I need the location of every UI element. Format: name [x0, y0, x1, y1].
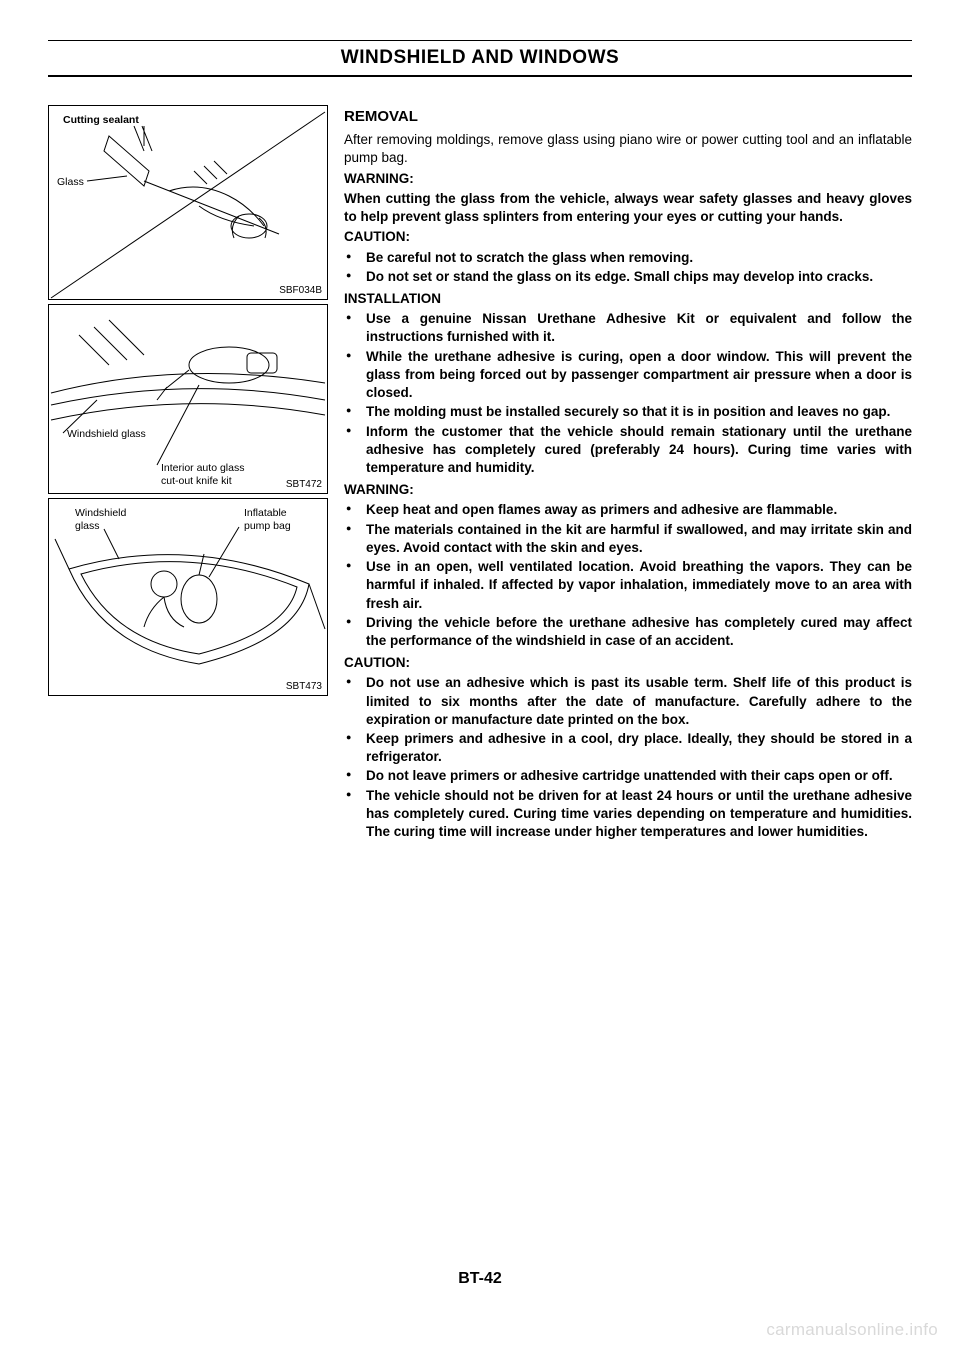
warning-text-1: When cutting the glass from the vehicle,… — [344, 190, 912, 226]
installation-list: Use a genuine Nissan Urethane Adhesive K… — [344, 310, 912, 477]
removal-heading: REMOVAL — [344, 107, 912, 127]
fig3-label-ws-l2: glass — [75, 520, 100, 532]
figure-sbt472: Windshield glass Interior auto glass cut… — [48, 304, 328, 494]
fig3-label-bag-l2: pump bag — [244, 520, 291, 532]
fig1-label-cutting: Cutting sealant — [63, 114, 139, 126]
caution-label-1: CAUTION: — [344, 228, 912, 246]
install-item: While the urethane adhesive is curing, o… — [344, 348, 912, 403]
fig3-label-bag-l1: Inflatable — [244, 507, 287, 519]
fig2-code: SBT472 — [286, 479, 322, 490]
caution1-item: Do not set or stand the glass on its edg… — [344, 268, 912, 286]
caution-label-2: CAUTION: — [344, 654, 912, 672]
warning-list-2: Keep heat and open flames away as primer… — [344, 501, 912, 650]
fig2-label-kit-l2: cut-out knife kit — [161, 475, 232, 487]
content-columns: Cutting sealant Glass — [48, 105, 912, 845]
install-item: The molding must be installed securely s… — [344, 403, 912, 421]
fig3-label-ws-l1: Windshield — [75, 507, 126, 519]
caution1-item: Be careful not to scratch the glass when… — [344, 249, 912, 267]
caut2-item: Keep primers and adhesive in a cool, dry… — [344, 730, 912, 766]
warn2-item: The materials contained in the kit are h… — [344, 521, 912, 557]
page-title: WINDSHIELD AND WINDOWS — [48, 45, 912, 75]
caution-list-2: Do not use an adhesive which is past its… — [344, 674, 912, 841]
warn2-item: Driving the vehicle before the urethane … — [344, 614, 912, 650]
fig1-code: SBF034B — [279, 285, 322, 296]
warn2-item: Use in an open, well ventilated location… — [344, 558, 912, 613]
fig1-label-glass: Glass — [57, 176, 84, 188]
caut2-item: Do not leave primers or adhesive cartrid… — [344, 767, 912, 785]
fig2-label-ws: Windshield glass — [67, 428, 146, 440]
installation-heading: INSTALLATION — [344, 290, 912, 308]
warning-label-1: WARNING: — [344, 170, 912, 188]
fig2-label-kit-l1: Interior auto glass — [161, 462, 244, 474]
page-number: BT-42 — [0, 1270, 960, 1288]
fig1-drawing — [49, 106, 327, 299]
figure-sbt473: Windshield glass Inflatable pump bag — [48, 498, 328, 696]
install-item: Use a genuine Nissan Urethane Adhesive K… — [344, 310, 912, 346]
header-rule-bottom — [48, 75, 912, 77]
header-rule-top — [48, 40, 912, 41]
install-item: Inform the customer that the vehicle sho… — [344, 423, 912, 478]
watermark: carmanualsonline.info — [766, 1320, 938, 1340]
warn2-item: Keep heat and open flames away as primer… — [344, 501, 912, 519]
text-column: REMOVAL After removing moldings, remove … — [344, 105, 912, 845]
figure-sbf034b: Cutting sealant Glass — [48, 105, 328, 300]
figure-column: Cutting sealant Glass — [48, 105, 328, 845]
fig3-code: SBT473 — [286, 681, 322, 692]
caut2-item: The vehicle should not be driven for at … — [344, 787, 912, 842]
warning-label-2: WARNING: — [344, 481, 912, 499]
caution-list-1: Be careful not to scratch the glass when… — [344, 249, 912, 286]
page: WINDSHIELD AND WINDOWS Cutting sealant G… — [0, 0, 960, 845]
removal-paragraph: After removing moldings, remove glass us… — [344, 131, 912, 167]
caut2-item: Do not use an adhesive which is past its… — [344, 674, 912, 729]
